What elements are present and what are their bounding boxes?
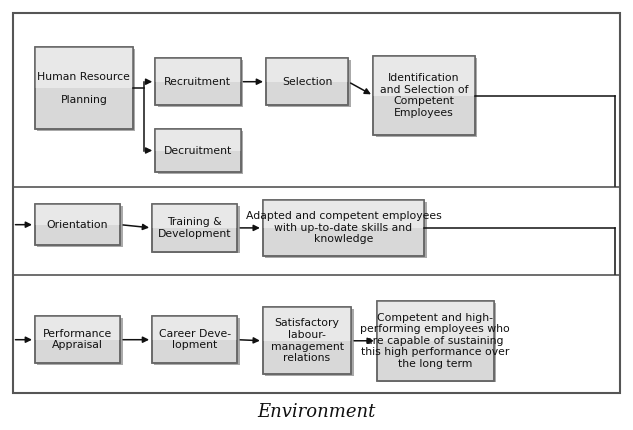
Text: Human Resource

Planning: Human Resource Planning: [37, 71, 130, 105]
Bar: [154, 206, 240, 253]
Bar: [266, 58, 348, 105]
Bar: [35, 47, 133, 129]
Text: Orientation: Orientation: [47, 220, 108, 230]
Text: Decruitment: Decruitment: [164, 145, 232, 156]
Bar: [155, 129, 241, 172]
Bar: [35, 47, 133, 129]
Bar: [152, 204, 237, 228]
Bar: [37, 206, 123, 247]
Text: Adapted and competent employees
with up-to-date skills and
knowledge: Adapted and competent employees with up-…: [246, 211, 441, 245]
Bar: [155, 129, 241, 172]
Bar: [263, 307, 351, 374]
Bar: [377, 301, 494, 381]
Bar: [37, 49, 135, 131]
Bar: [263, 200, 424, 256]
Bar: [35, 47, 133, 88]
Bar: [268, 60, 351, 107]
Bar: [265, 309, 354, 376]
Bar: [158, 131, 243, 174]
Bar: [266, 58, 348, 82]
Bar: [152, 204, 237, 252]
Bar: [158, 60, 243, 107]
Bar: [13, 13, 620, 393]
Text: Satisfactory
labour-
management
relations: Satisfactory labour- management relation…: [270, 318, 344, 363]
Bar: [35, 204, 120, 224]
Bar: [37, 318, 123, 365]
Bar: [373, 56, 475, 135]
Bar: [35, 316, 120, 363]
Text: Performance
Appraisal: Performance Appraisal: [43, 329, 112, 350]
Bar: [154, 318, 240, 365]
Bar: [35, 204, 120, 245]
Bar: [263, 307, 351, 341]
Bar: [373, 56, 475, 95]
Text: Career Deve-
lopment: Career Deve- lopment: [159, 329, 230, 350]
Bar: [155, 129, 241, 150]
Text: Recruitment: Recruitment: [165, 77, 231, 87]
Bar: [35, 204, 120, 245]
Bar: [265, 202, 427, 258]
Bar: [35, 316, 120, 340]
Bar: [152, 204, 237, 252]
Text: Selection: Selection: [282, 77, 332, 87]
Bar: [152, 316, 237, 363]
Bar: [155, 58, 241, 82]
Bar: [379, 303, 496, 382]
Bar: [266, 58, 348, 105]
Text: Environment: Environment: [257, 403, 376, 421]
Bar: [263, 200, 424, 228]
Bar: [263, 200, 424, 256]
Bar: [376, 58, 477, 137]
Bar: [35, 316, 120, 363]
Bar: [377, 301, 494, 381]
Text: Competent and high-
performing employees who
are capable of sustaining
this high: Competent and high- performing employees…: [360, 313, 510, 369]
Bar: [152, 316, 237, 340]
Bar: [152, 316, 237, 363]
Bar: [155, 58, 241, 105]
Text: Training &
Development: Training & Development: [158, 217, 232, 239]
Bar: [263, 307, 351, 374]
Bar: [155, 58, 241, 105]
Bar: [377, 301, 494, 341]
Text: Identification
and Selection of
Competent
Employees: Identification and Selection of Competen…: [380, 73, 468, 118]
Bar: [373, 56, 475, 135]
